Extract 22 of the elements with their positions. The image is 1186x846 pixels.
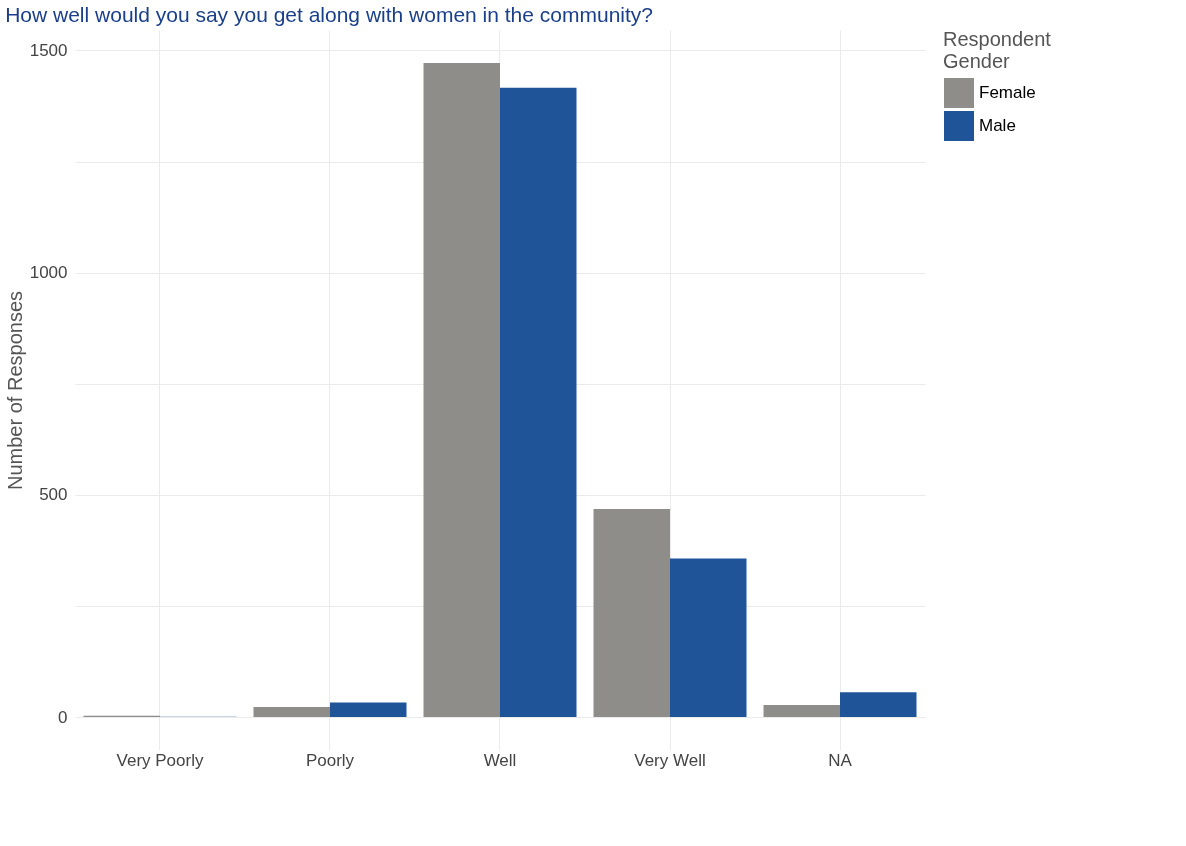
y-tick-label: 1000: [29, 263, 68, 283]
chart-title: How well would you say you get along with women in the community?: [5, 3, 654, 26]
y-tick-label: 0: [58, 707, 68, 727]
bar: [840, 692, 917, 718]
bar: [500, 87, 577, 718]
x-tick-label: NA: [828, 750, 853, 770]
bar: [593, 509, 670, 718]
bar: [763, 705, 840, 718]
bar: [253, 706, 330, 718]
bar: [330, 702, 407, 718]
legend-title: Respondent Gender: [943, 28, 1052, 72]
x-tick-label: Very Poorly: [116, 750, 204, 770]
bar: [670, 558, 747, 718]
x-tick-label: Well: [483, 750, 517, 770]
x-tick-label: Poorly: [305, 750, 355, 770]
bar: [423, 62, 500, 718]
x-tick-label: Very Well: [634, 750, 706, 770]
y-tick-label: 500: [39, 485, 68, 505]
legend-label: Male: [979, 116, 1016, 135]
legend-label: Female: [979, 83, 1036, 102]
y-tick-label: 1500: [29, 40, 68, 60]
y-axis-title: Number of Responses: [3, 291, 26, 490]
